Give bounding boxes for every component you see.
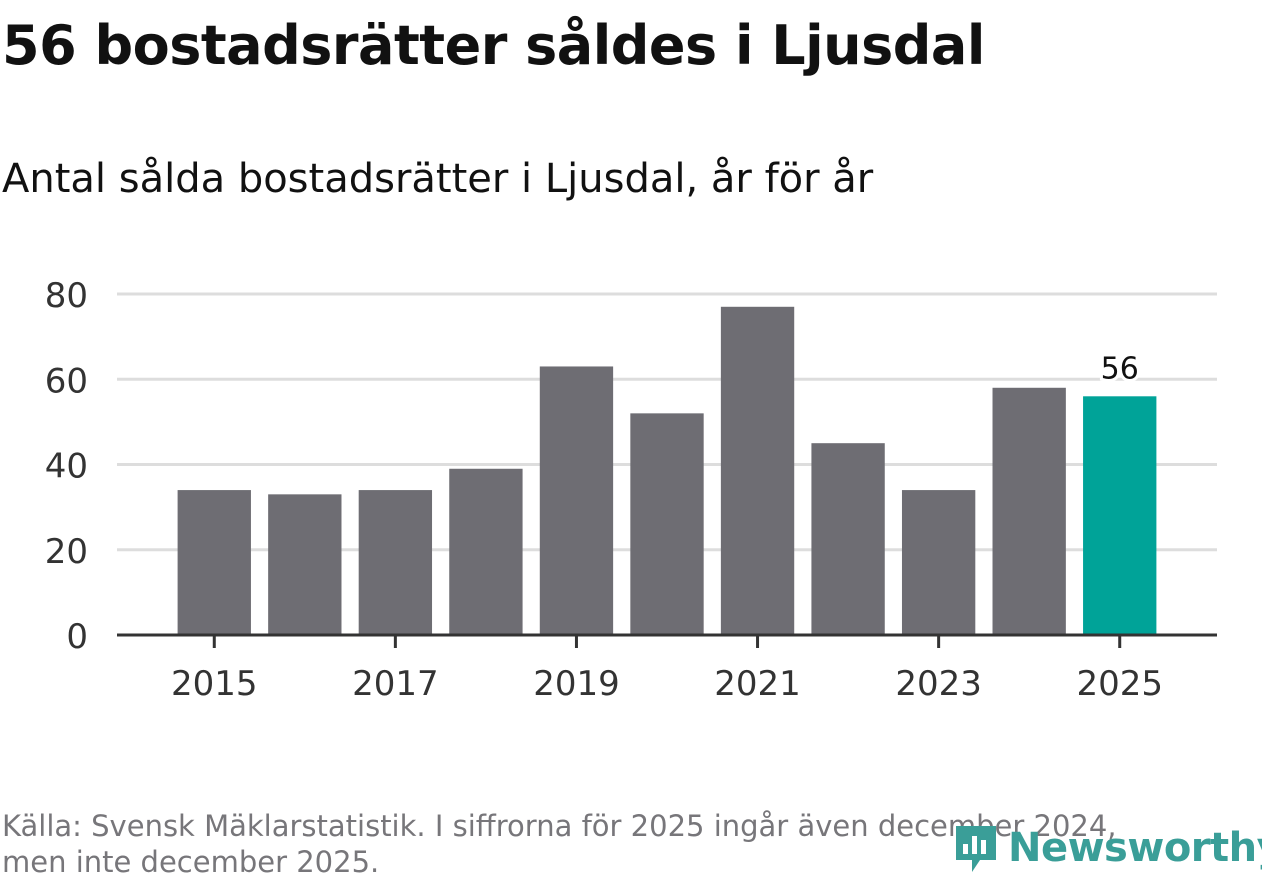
newsworthy-logo: Newsworthy (952, 818, 1262, 878)
source-line-1: Källa: Svensk Mäklarstatistik. I siffror… (2, 809, 1117, 843)
logo-text: Newsworthy (1008, 825, 1262, 871)
y-tick-label: 60 (45, 361, 88, 401)
bar (539, 366, 614, 635)
bar (358, 490, 433, 635)
bar (177, 490, 251, 635)
newsworthy-logo-icon (956, 826, 996, 872)
bar (720, 306, 795, 635)
x-tick-label: 2015 (171, 664, 258, 704)
y-tick-label: 80 (45, 276, 88, 316)
x-tick-label: 2025 (1076, 664, 1163, 704)
y-tick-label: 40 (45, 447, 88, 487)
bar (901, 490, 976, 635)
x-tick-label: 2019 (533, 664, 620, 704)
chart-subtitle: Antal sålda bostadsrätter i Ljusdal, år … (2, 156, 874, 202)
y-tick-label: 20 (45, 532, 88, 572)
bar (992, 387, 1066, 635)
chart-title: 56 bostadsrätter såldes i Ljusdal (2, 14, 985, 77)
x-tick-label: 2017 (352, 664, 439, 704)
data-label: 56 (1101, 351, 1139, 386)
bar (449, 468, 523, 635)
x-tick-label: 2021 (714, 664, 801, 704)
bar (630, 413, 704, 635)
bar (811, 443, 885, 635)
source-line-2: men inte december 2025. (2, 845, 380, 879)
x-tick-label: 2023 (895, 664, 982, 704)
bar (268, 494, 342, 635)
bar (1083, 396, 1157, 635)
source-note: Källa: Svensk Mäklarstatistik. I siffror… (2, 808, 1202, 880)
y-tick-label: 0 (66, 617, 88, 657)
